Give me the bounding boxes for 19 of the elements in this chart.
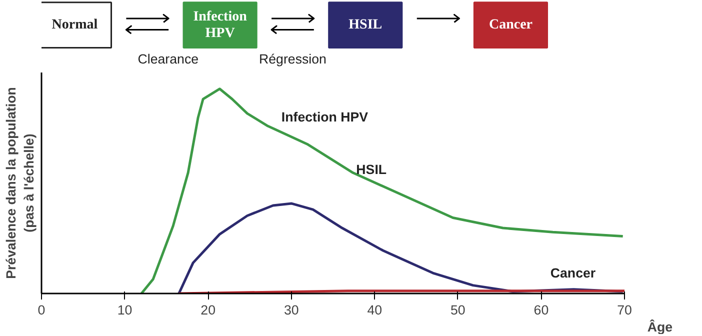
x-tick-label: 0 — [38, 302, 46, 318]
annotation: Infection HPV — [281, 109, 368, 124]
x-tick-label: 70 — [617, 302, 632, 318]
text: Régression — [259, 52, 326, 67]
y-axis-title: Prévalence dans la population (pas à l'échelle) — [4, 87, 36, 279]
x-tick-label: 60 — [534, 302, 549, 318]
annotation: HSIL — [356, 162, 387, 177]
category-label: Infection HPV — [193, 9, 248, 41]
text: Clearance — [138, 52, 199, 67]
x-axis-title: Âge — [647, 320, 673, 334]
category-label: HSIL — [348, 18, 382, 33]
category-label: Cancer — [488, 18, 532, 33]
x-tick-label: 50 — [450, 302, 466, 318]
x-tick-label: 20 — [200, 302, 216, 318]
x-tick-label: 30 — [284, 302, 299, 318]
annotation: Cancer — [550, 265, 596, 280]
x-tick-label: 40 — [367, 302, 382, 318]
category-label: Normal — [52, 18, 98, 33]
x-tick-label: 10 — [117, 302, 132, 318]
